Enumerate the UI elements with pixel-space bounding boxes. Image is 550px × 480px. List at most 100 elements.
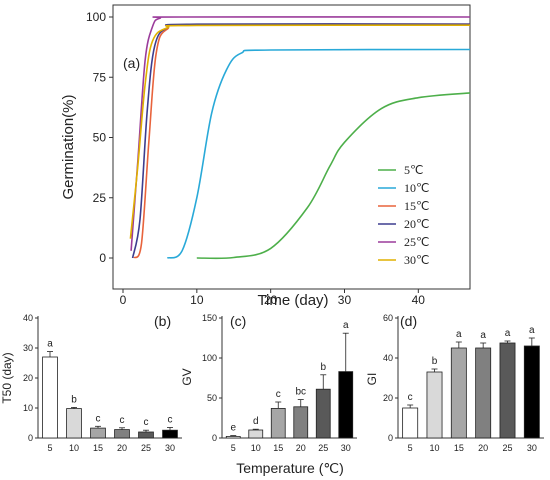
panel-b-sig-letter: c	[168, 415, 173, 426]
panel-d-xtick-label: 15	[454, 443, 464, 453]
panel-b-xtick-label: 30	[165, 443, 175, 453]
panel-c-sig-letter: bc	[295, 387, 306, 398]
panel-b-sig-letter: c	[144, 417, 149, 428]
panel-a-xtick-label: 10	[190, 293, 204, 307]
panel-c-sig-letter: c	[276, 389, 281, 400]
panel-c-xtick-label: 25	[318, 443, 328, 453]
panel-d-bar-20	[475, 347, 492, 439]
panel-a-ytick-label: 0	[99, 251, 106, 265]
panel-c-sig-letter: e	[230, 423, 236, 434]
legend-label-5: 30℃	[404, 253, 429, 267]
panel-d-bar-15	[450, 347, 467, 439]
panel-d-bar-10	[426, 371, 443, 439]
panel-d-xtick-label: 20	[478, 443, 488, 453]
panel-a-ylabel: Germination(%)	[60, 94, 77, 199]
panel-d-bar-30	[523, 345, 540, 439]
panel-c-sig-letter: b	[320, 362, 326, 373]
panel-d-sig-letter: b	[432, 356, 438, 367]
panel-c-xtick-label: 10	[251, 443, 261, 453]
panel-d-xtick-label: 10	[429, 443, 439, 453]
panel-d-sig-letter: c	[408, 392, 413, 403]
panel-d-sig-letter: a	[480, 330, 486, 341]
panel-b-xtick-label: 15	[93, 443, 103, 453]
panel-b-bar-30	[162, 429, 178, 439]
panel-d-bar-5	[402, 407, 419, 439]
panel-b-ytick-label: 30	[23, 343, 33, 353]
panel-d-sig-letter: a	[456, 329, 462, 340]
panel-b-bar-15	[90, 427, 106, 439]
panel-d-label: (d)	[400, 313, 417, 329]
panel-c-bars: e d c bc b a	[225, 320, 354, 439]
panel-c-sig-letter: a	[343, 320, 349, 331]
panel-b-bar-5	[42, 356, 58, 439]
panel-b-label: (b)	[154, 313, 171, 329]
panel-b-ytick-label: 20	[23, 373, 33, 383]
legend-label-1: 10℃	[404, 181, 429, 195]
panel-c-axes: 0 50 100 150 5 10 15 20 25 30	[202, 313, 357, 453]
panel-c-xtick-label: 15	[273, 443, 283, 453]
panel-a-xtick-label: 20	[264, 293, 278, 307]
panel-a-label: (a)	[123, 55, 140, 71]
panel-c-ytick-label: 150	[202, 313, 217, 323]
panel-a-line-chart: 0 10 20 30 40 0 25 50 75 100 (a) Time (day) Germi…	[60, 4, 471, 309]
panel-d-axes: 0 20 40 60 5 10 15 20 25 30	[383, 313, 544, 453]
panel-d-ytick-label: 0	[388, 433, 393, 443]
panel-a-xtick-label: 0	[120, 293, 127, 307]
panel-c-label: (c)	[230, 313, 246, 329]
panel-d-xtick-label: 5	[408, 443, 413, 453]
panel-c-bar-chart: 0 50 100 150 5 10 15 20 25 30 e d c bc b a (c) GV Temp…	[180, 313, 357, 476]
panel-c-xtick-label: 5	[231, 443, 236, 453]
panel-a-series	[129, 16, 471, 260]
panel-c-bar-15	[270, 407, 286, 439]
panel-d-bars: c b a a a a	[402, 325, 540, 439]
panel-d-bar-chart: 0 20 40 60 5 10 15 20 25 30 c b a a a a (d) GI	[365, 313, 544, 453]
series-line-1	[166, 48, 471, 259]
panel-b-bar-10	[66, 408, 82, 439]
panel-d-ytick-label: 20	[383, 393, 393, 403]
series-line-3	[131, 23, 471, 259]
legend-label-3: 20℃	[404, 217, 429, 231]
panel-b-xtick-label: 25	[141, 443, 151, 453]
panel-c-bar-10	[248, 429, 264, 439]
panel-b-axes: 0 10 20 30 40 5 10 15 20 25 30	[23, 313, 182, 453]
legend-label-0: 5℃	[404, 163, 423, 177]
panel-b-ytick-label: 40	[23, 313, 33, 323]
panel-d-ytick-label: 60	[383, 313, 393, 323]
panel-d-ylabel: GI	[365, 373, 379, 386]
panel-b-ylabel: T50 (day)	[0, 352, 14, 403]
panel-d-sig-letter: a	[505, 328, 511, 339]
panel-b-sig-letter: b	[71, 394, 77, 405]
panel-a-ytick-label: 25	[93, 191, 107, 205]
panel-b-ytick-label: 0	[28, 433, 33, 443]
panel-b-bar-25	[138, 431, 154, 439]
panel-c-bar-30	[338, 371, 354, 439]
panel-a-ytick-label: 100	[86, 10, 106, 24]
panel-b-bar-chart: 0 10 20 30 40 5 10 15 20 25 30 a b c c c c (b) T50 (day…	[0, 313, 182, 453]
panel-c-ytick-label: 100	[202, 353, 217, 363]
panel-a-ytick-label: 75	[93, 70, 107, 84]
panel-b-bar-20	[114, 429, 130, 439]
panel-c-ytick-label: 50	[207, 393, 217, 403]
series-line-5	[129, 24, 471, 239]
panel-c-bar-25	[315, 388, 331, 439]
legend-label-4: 25℃	[404, 235, 429, 249]
panel-a-xtick-label: 40	[412, 293, 426, 307]
panel-c-ytick-label: 0	[212, 433, 217, 443]
panel-a-xlabel: Time (day)	[257, 292, 328, 309]
panel-b-sig-letter: c	[120, 415, 125, 426]
panel-c-bar-5	[225, 435, 241, 439]
panel-d-xtick-label: 25	[502, 443, 512, 453]
panel-c-ylabel: GV	[180, 368, 194, 385]
series-line-0	[196, 92, 471, 260]
panel-d-sig-letter: a	[529, 325, 535, 336]
panel-d-ytick-label: 40	[383, 353, 393, 363]
panel-a-legend: 5℃ 10℃ 15℃ 20℃ 25℃ 30℃	[378, 163, 429, 267]
panel-a-ytick-label: 50	[93, 131, 107, 145]
panel-b-xtick-label: 10	[69, 443, 79, 453]
panel-d-bar-25	[499, 342, 516, 439]
panel-c-bar-20	[293, 406, 309, 439]
panel-b-ytick-label: 10	[23, 403, 33, 413]
panel-a-axes: 0 10 20 30 40 0 25 50 75 100	[86, 10, 425, 307]
panel-c-xtick-label: 20	[296, 443, 306, 453]
